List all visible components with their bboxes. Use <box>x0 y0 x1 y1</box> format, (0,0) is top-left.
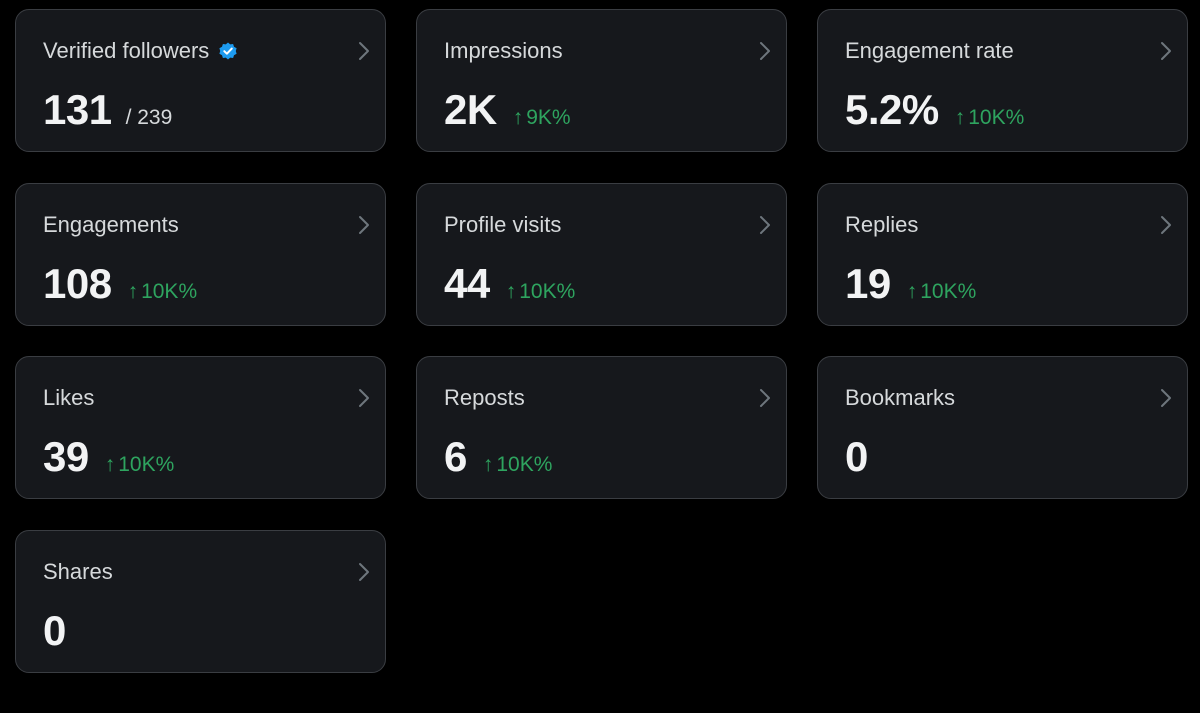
card-title: Reposts <box>444 385 525 411</box>
metric-change: ↑ 10K% <box>105 453 175 477</box>
metric-value: 39 <box>43 433 89 480</box>
metric-row: 5.2% ↑ 10K% <box>845 86 1024 134</box>
card-engagement-rate[interactable]: Engagement rate 5.2% ↑ 10K% <box>817 9 1188 152</box>
metric-value: 2K <box>444 86 497 133</box>
metric-change-value: 10K% <box>519 280 576 303</box>
metric-change-value: 10K% <box>141 280 198 303</box>
card-title: Impressions <box>444 38 563 64</box>
card-impressions[interactable]: Impressions 2K ↑ 9K% <box>416 9 787 152</box>
metric-change-value: 10K% <box>968 106 1025 129</box>
card-title: Engagement rate <box>845 38 1014 64</box>
chevron-right-icon <box>359 42 369 60</box>
chevron-right-icon <box>1161 42 1171 60</box>
card-title-text: Bookmarks <box>845 385 956 410</box>
metric-change: ↑ 10K% <box>955 106 1025 130</box>
arrow-up-icon: ↑ <box>127 280 139 303</box>
chevron-right-icon <box>359 563 369 581</box>
metric-value: 131 <box>43 86 112 133</box>
metric-value: 5.2% <box>845 86 939 133</box>
card-title: Profile visits <box>444 212 561 238</box>
metric-row: 39 ↑ 10K% <box>43 433 174 481</box>
chevron-right-icon <box>1161 389 1171 407</box>
card-title: Replies <box>845 212 918 238</box>
card-engagements[interactable]: Engagements 108 ↑ 10K% <box>15 183 386 326</box>
metric-change-value: 10K% <box>920 280 977 303</box>
card-likes[interactable]: Likes 39 ↑ 10K% <box>15 356 386 499</box>
metric-row: 108 ↑ 10K% <box>43 260 197 308</box>
card-title-text: Reposts <box>444 385 525 410</box>
card-title: Likes <box>43 385 94 411</box>
arrow-up-icon: ↑ <box>954 106 966 129</box>
chevron-right-icon <box>359 389 369 407</box>
metric-change: ↑ 10K% <box>128 280 198 304</box>
chevron-right-icon <box>760 389 770 407</box>
metric-change-value: 9K% <box>526 106 571 129</box>
card-title-text: Shares <box>43 559 113 584</box>
metric-change: ↑ 10K% <box>907 280 977 304</box>
card-shares[interactable]: Shares 0 <box>15 530 386 673</box>
card-title: Verified followers <box>43 38 239 64</box>
arrow-up-icon: ↑ <box>505 280 517 303</box>
metric-change-value: 10K% <box>496 453 553 476</box>
metric-row: 0 <box>845 433 868 481</box>
chevron-right-icon <box>359 216 369 234</box>
card-title: Shares <box>43 559 113 585</box>
metric-change: ↑ 10K% <box>506 280 576 304</box>
metric-value: 44 <box>444 260 490 307</box>
arrow-up-icon: ↑ <box>104 453 116 476</box>
card-reposts[interactable]: Reposts 6 ↑ 10K% <box>416 356 787 499</box>
metric-row: 131 / 239 <box>43 86 172 134</box>
metric-value: 19 <box>845 260 891 307</box>
card-title-text: Engagement rate <box>845 38 1014 63</box>
card-title: Engagements <box>43 212 179 238</box>
metric-value: 108 <box>43 260 112 307</box>
verified-badge-icon <box>219 42 237 60</box>
card-bookmarks[interactable]: Bookmarks 0 <box>817 356 1188 499</box>
card-title-text: Likes <box>43 385 95 410</box>
metric-value: 0 <box>43 607 66 654</box>
metric-row: 2K ↑ 9K% <box>444 86 571 134</box>
metric-row: 44 ↑ 10K% <box>444 260 575 308</box>
card-title-text: Replies <box>845 212 919 237</box>
card-title-text: Impressions <box>444 38 563 63</box>
metric-change-value: 10K% <box>118 453 175 476</box>
card-profile-visits[interactable]: Profile visits 44 ↑ 10K% <box>416 183 787 326</box>
card-replies[interactable]: Replies 19 ↑ 10K% <box>817 183 1188 326</box>
metric-change: ↑ 10K% <box>483 453 553 477</box>
metric-value: 0 <box>845 433 868 480</box>
card-title-text: Verified followers <box>43 38 210 63</box>
metric-row: 0 <box>43 607 66 655</box>
card-verified-followers[interactable]: Verified followers 131 / 239 <box>15 9 386 152</box>
metric-row: 19 ↑ 10K% <box>845 260 976 308</box>
card-title: Bookmarks <box>845 385 955 411</box>
arrow-up-icon: ↑ <box>512 106 524 129</box>
metric-total: / 239 <box>125 106 173 129</box>
chevron-right-icon <box>1161 216 1171 234</box>
arrow-up-icon: ↑ <box>482 453 494 476</box>
arrow-up-icon: ↑ <box>906 280 918 303</box>
card-title-text: Engagements <box>43 212 179 237</box>
chevron-right-icon <box>760 216 770 234</box>
metric-value: 6 <box>444 433 467 480</box>
metric-change: ↑ 9K% <box>513 106 571 130</box>
card-title-text: Profile visits <box>444 212 562 237</box>
metric-row: 6 ↑ 10K% <box>444 433 552 481</box>
chevron-right-icon <box>760 42 770 60</box>
